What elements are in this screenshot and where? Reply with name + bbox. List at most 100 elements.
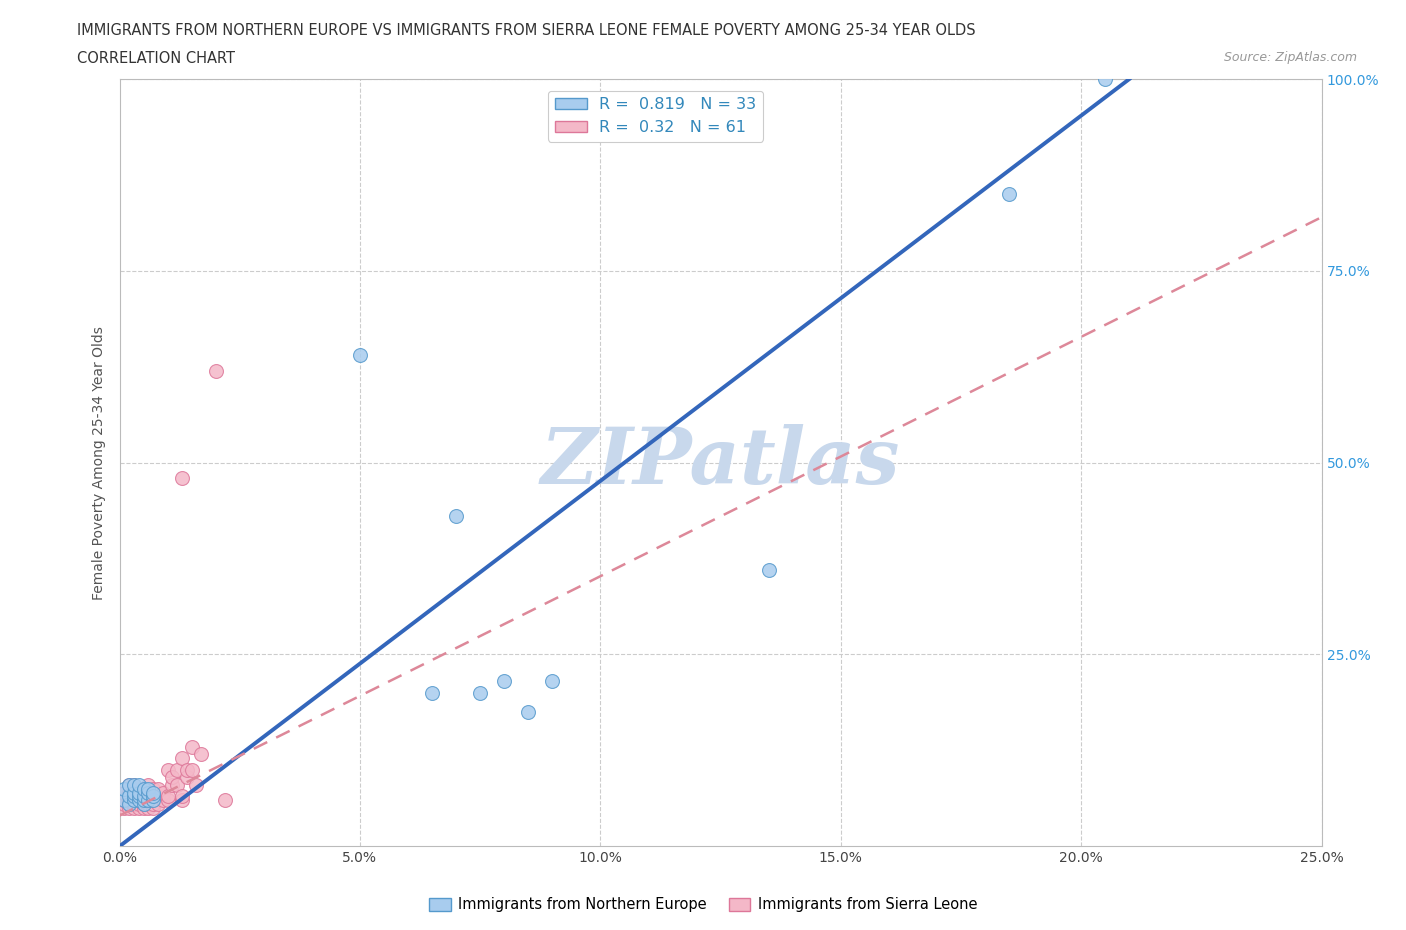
Point xyxy=(128,785,150,800)
Point xyxy=(204,364,226,379)
Point xyxy=(170,789,193,804)
Point xyxy=(128,781,150,796)
Point xyxy=(176,763,198,777)
Text: IMMIGRANTS FROM NORTHERN EUROPE VS IMMIGRANTS FROM SIERRA LEONE FEMALE POVERTY A: IMMIGRANTS FROM NORTHERN EUROPE VS IMMIG… xyxy=(77,23,976,38)
Point xyxy=(118,777,141,792)
Point xyxy=(1094,72,1116,86)
Point xyxy=(132,792,155,807)
Point xyxy=(138,785,160,800)
Point xyxy=(142,792,165,807)
Point xyxy=(128,777,150,792)
Point xyxy=(128,801,150,816)
Point xyxy=(170,751,193,765)
Legend: R =  0.819   N = 33, R =  0.32   N = 61: R = 0.819 N = 33, R = 0.32 N = 61 xyxy=(548,91,763,141)
Point xyxy=(132,789,155,804)
Point xyxy=(132,797,155,812)
Point xyxy=(152,785,174,800)
Point xyxy=(118,785,141,800)
Text: CORRELATION CHART: CORRELATION CHART xyxy=(77,51,235,66)
Point xyxy=(112,792,135,807)
Point xyxy=(170,471,193,485)
Point xyxy=(132,797,155,812)
Point xyxy=(122,797,145,812)
Point xyxy=(122,789,145,804)
Point xyxy=(138,792,160,807)
Point xyxy=(166,777,188,792)
Point xyxy=(156,792,179,807)
Point xyxy=(128,797,150,812)
Point xyxy=(138,781,160,796)
Point xyxy=(122,801,145,816)
Point xyxy=(166,763,188,777)
Point xyxy=(132,781,155,796)
Point xyxy=(132,792,155,807)
Point xyxy=(146,781,169,796)
Point xyxy=(146,789,169,804)
Point xyxy=(132,789,155,804)
Text: Source: ZipAtlas.com: Source: ZipAtlas.com xyxy=(1223,51,1357,64)
Y-axis label: Female Poverty Among 25-34 Year Olds: Female Poverty Among 25-34 Year Olds xyxy=(93,326,107,600)
Point xyxy=(142,781,165,796)
Point xyxy=(138,801,160,816)
Point xyxy=(142,789,165,804)
Point xyxy=(118,789,141,804)
Point xyxy=(541,674,564,689)
Point xyxy=(494,674,516,689)
Point xyxy=(112,781,135,796)
Point xyxy=(190,747,212,762)
Point xyxy=(118,801,141,816)
Point xyxy=(112,797,135,812)
Point xyxy=(138,797,160,812)
Point xyxy=(162,777,184,792)
Point xyxy=(349,348,371,363)
Point xyxy=(170,792,193,807)
Point xyxy=(138,789,160,804)
Point xyxy=(122,785,145,800)
Point xyxy=(162,770,184,785)
Point xyxy=(128,789,150,804)
Point xyxy=(142,797,165,812)
Point xyxy=(142,801,165,816)
Point xyxy=(180,739,202,754)
Point xyxy=(122,792,145,807)
Point xyxy=(122,777,145,792)
Point xyxy=(138,792,160,807)
Legend: Immigrants from Northern Europe, Immigrants from Sierra Leone: Immigrants from Northern Europe, Immigra… xyxy=(423,891,983,918)
Point xyxy=(156,763,179,777)
Point xyxy=(122,792,145,807)
Point xyxy=(112,801,135,816)
Point xyxy=(128,792,150,807)
Point xyxy=(444,509,467,524)
Point xyxy=(118,797,141,812)
Point xyxy=(138,777,160,792)
Point xyxy=(128,792,150,807)
Point xyxy=(468,685,492,700)
Point xyxy=(142,785,165,800)
Point xyxy=(156,789,179,804)
Point xyxy=(118,797,141,812)
Point xyxy=(122,785,145,800)
Point xyxy=(517,705,540,720)
Point xyxy=(122,777,145,792)
Point xyxy=(112,792,135,807)
Point xyxy=(118,777,141,792)
Point xyxy=(998,187,1021,202)
Point xyxy=(152,792,174,807)
Point xyxy=(176,770,198,785)
Point xyxy=(420,685,443,700)
Point xyxy=(180,763,202,777)
Point xyxy=(142,792,165,807)
Point xyxy=(128,789,150,804)
Point xyxy=(142,789,165,804)
Point xyxy=(186,777,208,792)
Point xyxy=(214,792,236,807)
Point xyxy=(758,563,780,578)
Point xyxy=(112,785,135,800)
Text: ZIPatlas: ZIPatlas xyxy=(541,424,900,501)
Point xyxy=(118,792,141,807)
Point xyxy=(138,785,160,800)
Point xyxy=(146,797,169,812)
Point xyxy=(132,801,155,816)
Point xyxy=(132,785,155,800)
Point xyxy=(122,789,145,804)
